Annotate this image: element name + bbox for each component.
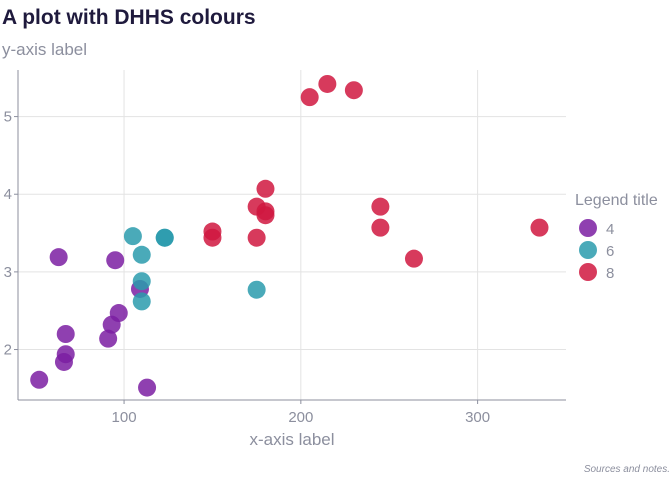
data-point-group-8 [247, 228, 266, 247]
data-point-group-6 [132, 245, 151, 264]
data-point-group-4 [106, 251, 125, 270]
data-point-group-8 [530, 218, 549, 237]
legend-label-8: 8 [606, 265, 614, 282]
data-point-group-8 [404, 249, 423, 268]
data-point-group-4 [56, 345, 75, 364]
data-point-group-4 [49, 248, 68, 267]
data-point-group-6 [155, 228, 174, 247]
y-tick-label: 4 [4, 186, 12, 203]
x-tick-label: 300 [465, 409, 490, 426]
data-point-group-4 [138, 378, 157, 397]
y-tick-label: 2 [4, 342, 12, 359]
data-point-group-4 [109, 304, 128, 323]
data-point-group-8 [371, 218, 390, 237]
legend-swatch-6 [579, 241, 597, 259]
data-point-group-6 [132, 272, 151, 291]
x-tick-label: 100 [112, 409, 137, 426]
chart-title: A plot with DHHS colours [2, 6, 256, 29]
axis-ticks: 100 200 300 2 3 4 5 [4, 109, 490, 426]
data-point-group-8 [256, 179, 275, 198]
legend-swatch-8 [579, 263, 597, 281]
legend-label-6: 6 [606, 243, 614, 260]
data-point-group-6 [123, 227, 142, 246]
data-points [30, 74, 549, 397]
data-point-group-4 [99, 329, 118, 348]
data-point-group-4 [30, 370, 49, 389]
grid-lines [18, 70, 566, 400]
y-tick-label: 3 [4, 264, 12, 281]
y-tick-label: 5 [4, 109, 12, 126]
data-point-group-8 [256, 202, 275, 221]
x-tick-label: 200 [288, 409, 313, 426]
legend-title: Legend title [575, 192, 658, 209]
data-point-group-8 [203, 228, 222, 247]
legend-swatch-4 [579, 219, 597, 237]
data-point-group-8 [318, 74, 337, 93]
legend: Legend title 4 6 8 [575, 192, 658, 282]
data-point-group-8 [344, 81, 363, 100]
data-point-group-4 [56, 325, 75, 343]
y-axis-label: y-axis label [2, 40, 88, 59]
data-point-group-8 [371, 197, 390, 216]
data-point-group-6 [247, 280, 266, 299]
legend-label-4: 4 [606, 221, 614, 238]
data-point-group-6 [132, 292, 151, 311]
x-axis-title: x-axis label [249, 430, 334, 449]
sources-note: Sources and notes. [583, 464, 670, 475]
data-point-group-8 [300, 88, 319, 107]
